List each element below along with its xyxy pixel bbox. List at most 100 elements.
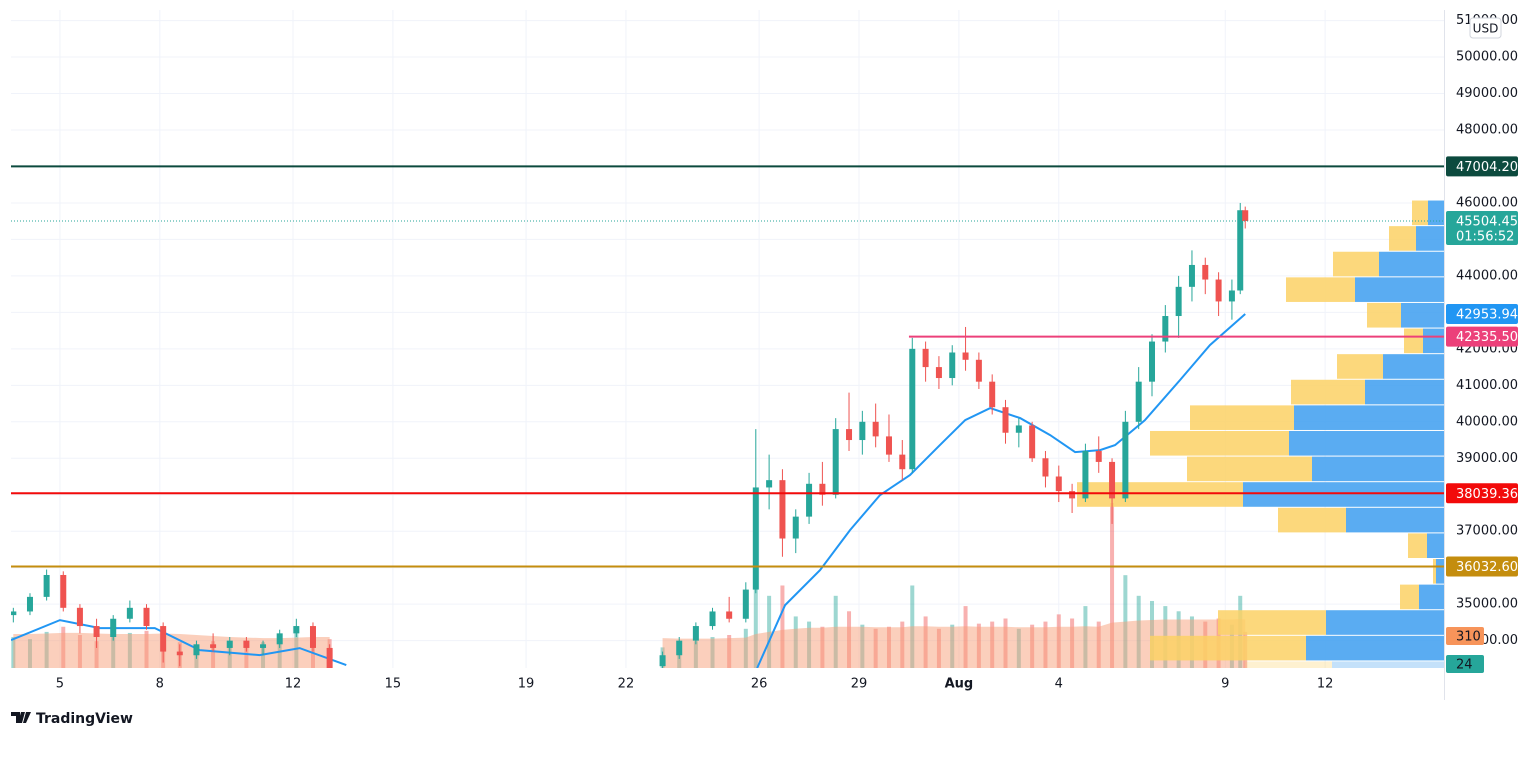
profile-up <box>1346 507 1444 533</box>
profile-up <box>1312 456 1444 482</box>
volume-profile <box>1077 200 1444 668</box>
volume-ma-area <box>13 632 330 668</box>
candle-body <box>1175 286 1182 317</box>
candle-body <box>1215 279 1222 302</box>
y-tick-label: 48000.00 <box>1456 123 1518 138</box>
axis-badges: 47004.20 42335.50 38039.36 36032.60 42953.94… <box>1446 156 1518 673</box>
candle-body <box>1202 264 1209 280</box>
candle-body <box>60 574 67 608</box>
x-tick-label: Aug <box>945 677 974 692</box>
level-badge-label: 42335.50 <box>1456 330 1518 345</box>
volume-ma-area <box>662 619 1246 668</box>
profile-down <box>1278 507 1346 533</box>
profile-down <box>1190 405 1294 430</box>
candle-body <box>260 644 267 648</box>
candle-body <box>1109 461 1116 499</box>
profile-up <box>1436 559 1444 584</box>
candle-body <box>846 429 853 441</box>
candle-body <box>1122 421 1129 499</box>
profile-up <box>1427 533 1444 559</box>
price-pane <box>11 202 1249 668</box>
currency-label: USD <box>1473 22 1499 36</box>
candle-body <box>1095 450 1102 462</box>
last-price-box <box>1446 211 1518 246</box>
candle-body <box>1228 290 1235 302</box>
candle-body <box>792 516 799 539</box>
profile-up <box>1379 251 1444 277</box>
candle-body <box>276 633 283 645</box>
x-tick-label: 5 <box>56 677 64 692</box>
currency-box <box>1469 17 1502 39</box>
volume-badge-label: 24 <box>1456 658 1473 673</box>
profile-down <box>1077 482 1243 507</box>
profile-up <box>1326 610 1444 635</box>
x-tick-label: 22 <box>618 677 635 692</box>
x-tick-label: 19 <box>518 677 535 692</box>
logo[interactable]: TradingView <box>11 711 133 727</box>
candle-body <box>1069 491 1076 499</box>
candle-body <box>962 352 969 360</box>
candle-body <box>76 607 83 627</box>
candle-body <box>742 589 749 619</box>
candle-body <box>11 611 17 616</box>
axes: 34000.0035000.0036000.0037000.0038000.00… <box>56 13 1518 691</box>
candle-body <box>832 429 839 495</box>
profile-down <box>1218 610 1326 635</box>
y-tick-label: 39000.00 <box>1456 451 1518 466</box>
candle-body <box>93 626 100 637</box>
candle-body <box>160 626 167 652</box>
candle-body <box>1015 425 1022 433</box>
candle-body <box>909 348 916 470</box>
candle-body <box>922 348 929 368</box>
logo-icon <box>11 712 31 723</box>
candle-body <box>692 626 699 641</box>
candle-body <box>779 480 786 539</box>
candle-body <box>293 626 300 634</box>
profile-up <box>1289 430 1444 456</box>
candle-body <box>210 644 217 648</box>
candle-body <box>806 483 813 517</box>
profile-down <box>1286 277 1355 302</box>
logo-text: TradingView <box>36 711 133 727</box>
candle-body <box>309 626 316 648</box>
candle-body <box>766 480 773 488</box>
levels <box>11 165 1444 568</box>
profile-up <box>1243 482 1444 507</box>
currency-badge[interactable]: USD <box>1469 17 1502 39</box>
candle-body <box>1082 450 1089 499</box>
y-tick-label: 46000.00 <box>1456 195 1518 210</box>
candle-body <box>1242 210 1249 222</box>
candle-body <box>819 483 826 495</box>
x-tick-label: 9 <box>1221 677 1229 692</box>
candle-body <box>872 421 879 437</box>
x-tick-label: 29 <box>851 677 868 692</box>
candle-body <box>176 651 183 656</box>
volume-badge-label: 310 <box>1456 630 1481 645</box>
candle-body <box>709 611 716 627</box>
grid <box>11 10 1444 668</box>
level-badge-box <box>1446 326 1518 347</box>
volume-badge-box <box>1446 655 1484 673</box>
y-tick-label: 44000.00 <box>1456 268 1518 283</box>
candle-body <box>859 421 866 441</box>
volume-pane <box>11 502 1248 668</box>
level-badge-label: 38039.36 <box>1456 487 1518 502</box>
level-badge-label: 36032.60 <box>1456 560 1518 575</box>
level-badge-box <box>1446 556 1518 577</box>
candle-body <box>326 647 333 668</box>
profile-down <box>1404 328 1423 354</box>
y-tick-label: 41000.00 <box>1456 378 1518 393</box>
candle-body <box>1029 425 1036 459</box>
candle-body <box>899 454 906 470</box>
profile-down <box>1367 302 1401 328</box>
candle-body <box>659 655 666 667</box>
profile-down <box>1150 430 1289 456</box>
x-tick-label: 15 <box>385 677 402 692</box>
candle-body <box>26 596 33 612</box>
candle-body <box>935 367 942 379</box>
volume-bar <box>753 575 758 668</box>
profile-up <box>1294 405 1444 430</box>
candle-body <box>975 359 982 382</box>
candle-body <box>989 381 996 408</box>
y-tick-label: 50000.00 <box>1456 50 1518 65</box>
